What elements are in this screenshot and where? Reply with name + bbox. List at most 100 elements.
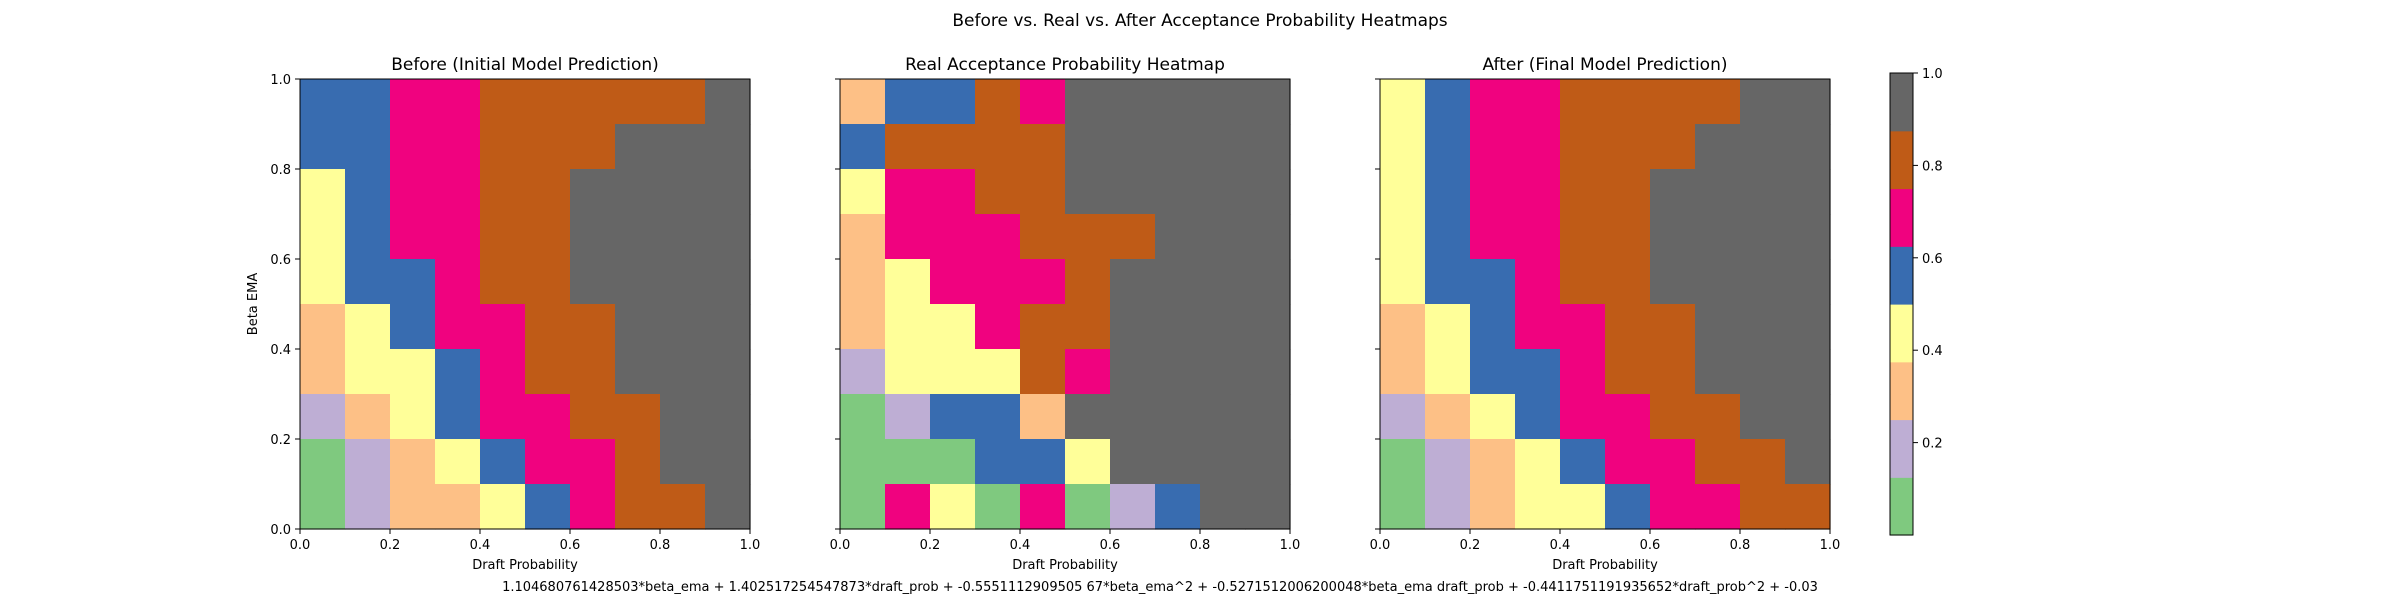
heatmap-cell <box>885 214 931 260</box>
heatmap-cell <box>660 214 706 260</box>
heatmap-cell <box>1470 214 1516 260</box>
heatmap-cell <box>480 349 526 395</box>
x-tick-label: 1.0 <box>1820 538 1841 553</box>
heatmap-cell <box>1425 124 1471 170</box>
heatmap-cell <box>345 439 391 485</box>
heatmap-cell <box>1515 484 1561 530</box>
heatmap-cell <box>840 484 886 530</box>
heatmap-cell <box>1200 214 1246 260</box>
heatmap-cell <box>570 304 616 350</box>
heatmap-cell <box>840 394 886 440</box>
heatmap-cell <box>345 349 391 395</box>
x-tick-label: 0.8 <box>1730 538 1751 553</box>
heatmap-cell <box>1020 169 1066 215</box>
heatmap-cell <box>345 304 391 350</box>
x-axis-label: Draft Probability <box>1012 558 1118 573</box>
heatmap-cell <box>1200 484 1246 530</box>
x-tick-label: 0.4 <box>1550 538 1571 553</box>
heatmap-cell <box>1470 304 1516 350</box>
heatmap-cell <box>435 484 481 530</box>
heatmap-cell <box>975 394 1021 440</box>
heatmap-cell <box>705 124 751 170</box>
heatmap-cell <box>1605 214 1651 260</box>
heatmap-cell <box>705 79 751 125</box>
heatmap-cell <box>1605 484 1651 530</box>
heatmap-cell <box>660 304 706 350</box>
heatmap-cell <box>1740 214 1786 260</box>
heatmap-cell <box>1605 439 1651 485</box>
heatmap-cell <box>660 394 706 440</box>
heatmap-cell <box>1740 394 1786 440</box>
heatmap-cell <box>930 259 976 305</box>
heatmap-cell <box>525 259 571 305</box>
heatmap-cell <box>930 439 976 485</box>
heatmap-cell <box>885 484 931 530</box>
heatmap-cell <box>1605 79 1651 125</box>
heatmap-cell <box>1425 484 1471 530</box>
heatmap-cell <box>1515 394 1561 440</box>
heatmap-cell <box>1065 169 1111 215</box>
x-tick-label: 0.6 <box>1100 538 1121 553</box>
heatmap-cell <box>1155 169 1201 215</box>
heatmap-cell <box>840 124 886 170</box>
heatmap-cell <box>840 304 886 350</box>
heatmap-cell <box>300 79 346 125</box>
colorbar-tick-label: 0.8 <box>1922 159 1943 174</box>
heatmap-cell <box>1110 349 1156 395</box>
heatmap-cell <box>705 259 751 305</box>
heatmap-cell <box>570 169 616 215</box>
heatmap-cell <box>300 439 346 485</box>
heatmap-cell <box>1110 124 1156 170</box>
heatmap-cell <box>1785 484 1831 530</box>
heatmap-cell <box>1560 349 1606 395</box>
x-tick-label: 0.6 <box>560 538 581 553</box>
heatmap-cell <box>840 349 886 395</box>
heatmap-cell <box>1110 484 1156 530</box>
x-tick-label: 0.4 <box>470 538 491 553</box>
heatmap-cell <box>1695 394 1741 440</box>
heatmap-cell <box>1785 79 1831 125</box>
x-tick-label: 0.0 <box>290 538 311 553</box>
heatmap-cell <box>930 304 976 350</box>
heatmap-cell <box>1425 349 1471 395</box>
y-axis-label: Beta EMA <box>246 273 261 336</box>
heatmap-cell <box>1380 439 1426 485</box>
heatmap-cell <box>1200 259 1246 305</box>
heatmap-cell <box>480 169 526 215</box>
heatmap-cell <box>435 169 481 215</box>
x-tick-label: 0.8 <box>650 538 671 553</box>
heatmap-cell <box>1785 304 1831 350</box>
colorbar-frame <box>1889 72 1914 536</box>
x-tick-label: 1.0 <box>740 538 761 553</box>
heatmap-cell <box>615 259 661 305</box>
heatmap-cell <box>1110 169 1156 215</box>
heatmap-cell <box>1065 439 1111 485</box>
heatmap-cell <box>1740 484 1786 530</box>
x-axis-label: Draft Probability <box>472 558 578 573</box>
colorbar-segment <box>1890 477 1913 536</box>
heatmap-cell <box>1470 259 1516 305</box>
heatmap-cell <box>1110 214 1156 260</box>
heatmap-cell <box>1155 259 1201 305</box>
heatmap-cell <box>390 304 436 350</box>
heatmap-cell <box>480 124 526 170</box>
y-tick-label: 0.4 <box>270 343 291 358</box>
heatmap-cell <box>705 214 751 260</box>
heatmap-cell <box>570 124 616 170</box>
heatmap-cell <box>1695 484 1741 530</box>
heatmap-cell <box>615 484 661 530</box>
heatmap-cell <box>975 124 1021 170</box>
heatmap-cell <box>1785 394 1831 440</box>
heatmap-cell <box>1020 214 1066 260</box>
heatmap-cell <box>435 304 481 350</box>
heatmap-cell <box>435 214 481 260</box>
colorbar-segment <box>1890 361 1913 421</box>
heatmap-cell <box>705 169 751 215</box>
heatmap-cell <box>1155 439 1201 485</box>
heatmap-cell <box>1785 349 1831 395</box>
x-tick-label: 0.2 <box>920 538 941 553</box>
heatmap-cell <box>615 169 661 215</box>
colorbar-segment <box>1890 188 1913 247</box>
heatmap-cell <box>615 79 661 125</box>
heatmap-cell <box>1380 484 1426 530</box>
